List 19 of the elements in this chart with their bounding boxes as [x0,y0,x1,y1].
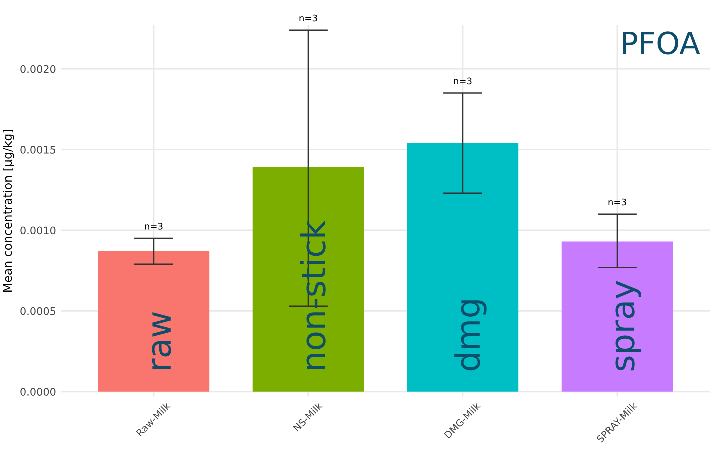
y-tick-label: 0.0020 [20,65,56,74]
y-tick-label: 0.0015 [20,146,56,154]
annotation: non-stick [300,220,326,370]
annotation: spray [616,281,642,371]
annotation: n=3 [300,14,318,22]
y-tick-label: 0.0010 [20,226,56,235]
annotation: n=3 [454,78,472,85]
bar [407,143,519,392]
annotation: raw [152,312,172,370]
bar [562,242,674,392]
annotation: n=3 [608,198,626,206]
annotation: dmg [454,300,487,371]
bar [98,251,210,392]
bar [252,168,364,392]
chart-title: PFOA [623,32,700,55]
annotation: n=3 [145,223,163,230]
y-tick-label: 0.0000 [20,388,56,396]
y-axis-title: Mean concentration [µg/kg] [2,130,14,292]
y-tick-label: 0.0005 [20,307,56,316]
